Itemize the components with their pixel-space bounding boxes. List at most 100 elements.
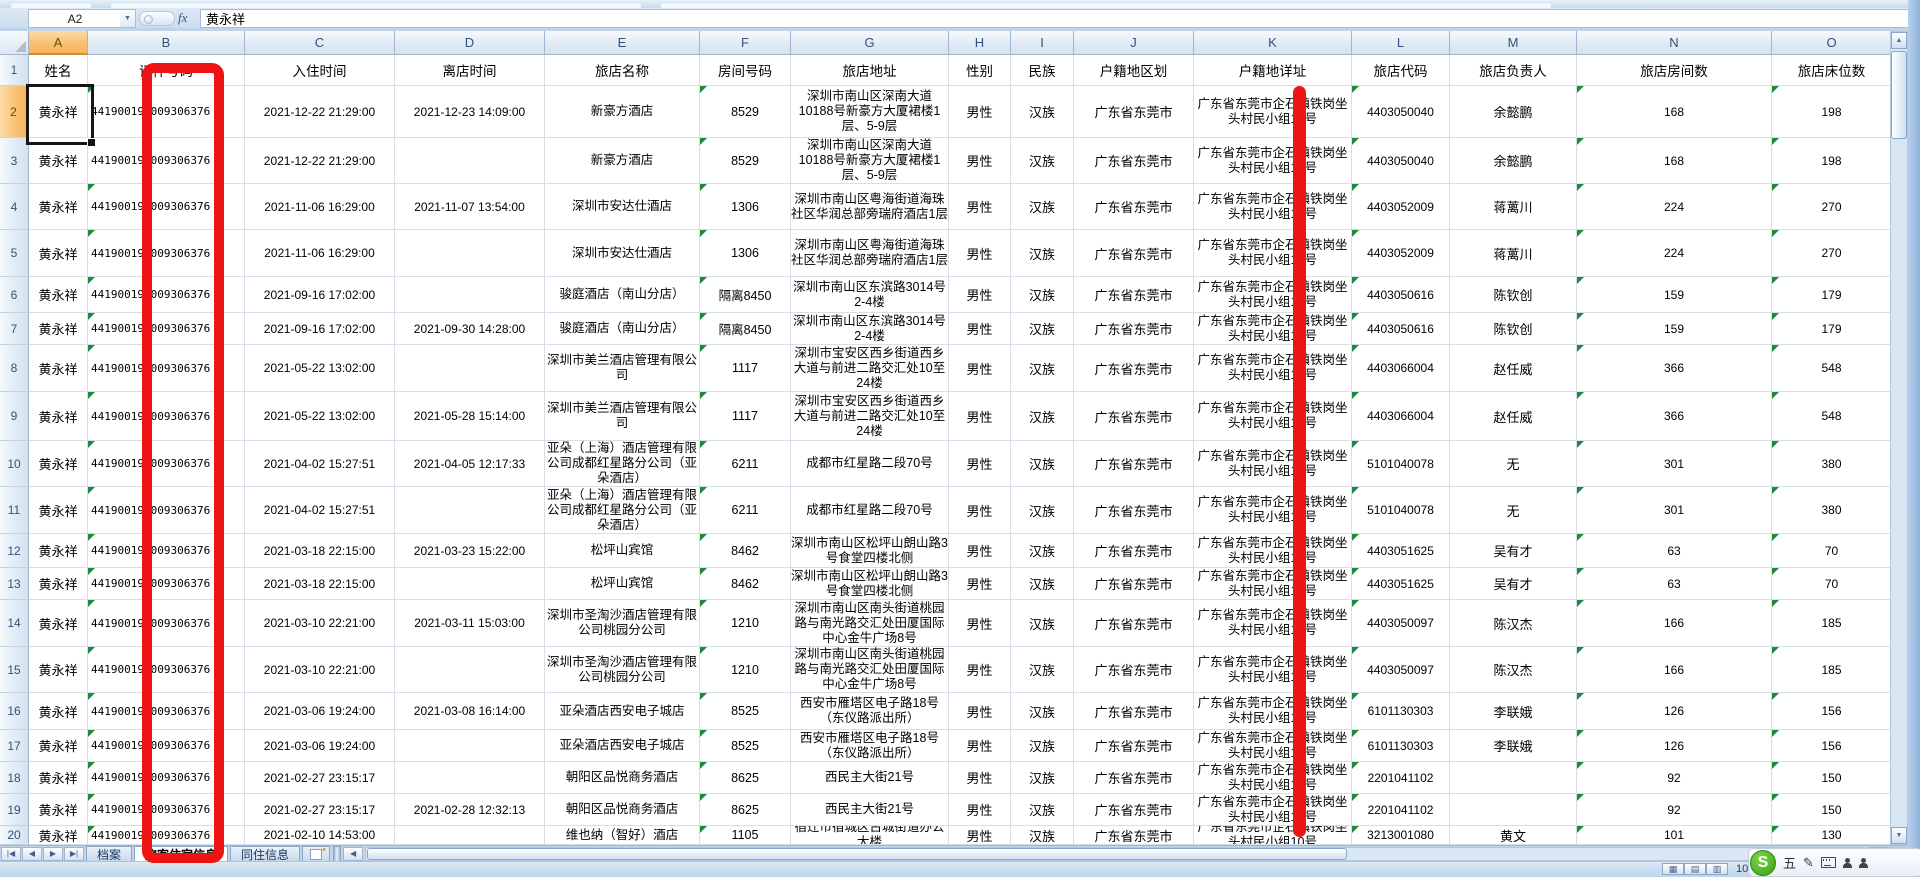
cell-M12[interactable]: 吴有才 [1450, 534, 1577, 568]
cell-D18[interactable] [395, 762, 545, 794]
cell-A15[interactable]: 黄永祥 [29, 647, 88, 693]
cell-O8[interactable]: 548 [1772, 345, 1892, 392]
cell-E20[interactable]: 维也纳（智好）酒店 [545, 826, 700, 845]
cell-D7[interactable]: 2021-09-30 14:28:00 [395, 313, 545, 345]
cell-F19[interactable]: 8625 [700, 794, 791, 826]
page-layout-view-icon[interactable]: ▤ [1684, 863, 1706, 875]
col-header-O[interactable]: O [1772, 31, 1892, 55]
cell-A3[interactable]: 黄永祥 [29, 138, 88, 184]
name-box-dropdown-icon[interactable]: ▼ [120, 9, 136, 28]
cell-N20[interactable]: 101 [1577, 826, 1772, 845]
cell-F12[interactable]: 8462 [700, 534, 791, 568]
scroll-down-icon[interactable]: ▼ [1891, 827, 1907, 844]
cell-C10[interactable]: 2021-04-02 15:27:51 [245, 441, 395, 487]
row-header-12[interactable]: 12 [0, 534, 29, 568]
cell-M7[interactable]: 陈钦创 [1450, 313, 1577, 345]
cell-F2[interactable]: 8529 [700, 86, 791, 138]
cell-L3[interactable]: 4403050040 [1352, 138, 1450, 184]
cell-H12[interactable]: 男性 [949, 534, 1011, 568]
col-header-L[interactable]: L [1352, 31, 1450, 55]
cell-M13[interactable]: 吴有才 [1450, 568, 1577, 600]
cell-J6[interactable]: 广东省东莞市 [1074, 277, 1194, 313]
cell-N8[interactable]: 366 [1577, 345, 1772, 392]
col-header-E[interactable]: E [545, 31, 700, 55]
cell-K16[interactable]: 广东省东莞市企石镇铁岗坐头村民小组10号 [1194, 693, 1352, 730]
cell-F17[interactable]: 8525 [700, 730, 791, 762]
cell-J17[interactable]: 广东省东莞市 [1074, 730, 1194, 762]
cell-H10[interactable]: 男性 [949, 441, 1011, 487]
cell-L19[interactable]: 2201041102 [1352, 794, 1450, 826]
cell-A11[interactable]: 黄永祥 [29, 487, 88, 534]
cell-E14[interactable]: 深圳市圣淘沙酒店管理有限公司桃园分公司 [545, 600, 700, 647]
col-header-G[interactable]: G [791, 31, 949, 55]
cell-D2[interactable]: 2021-12-23 14:09:00 [395, 86, 545, 138]
cell-N10[interactable]: 301 [1577, 441, 1772, 487]
row-header-10[interactable]: 10 [0, 441, 29, 487]
cell-A12[interactable]: 黄永祥 [29, 534, 88, 568]
cell-A19[interactable]: 黄永祥 [29, 794, 88, 826]
cell-E12[interactable]: 松坪山宾馆 [545, 534, 700, 568]
cell-L12[interactable]: 4403051625 [1352, 534, 1450, 568]
cell-D13[interactable] [395, 568, 545, 600]
cell-H3[interactable]: 男性 [949, 138, 1011, 184]
cell-I17[interactable]: 汉族 [1011, 730, 1074, 762]
cell-E5[interactable]: 深圳市安达仕酒店 [545, 230, 700, 277]
cell-O16[interactable]: 156 [1772, 693, 1892, 730]
cell-J3[interactable]: 广东省东莞市 [1074, 138, 1194, 184]
cell-F18[interactable]: 8625 [700, 762, 791, 794]
cell-F8[interactable]: 1117 [700, 345, 791, 392]
cell-A17[interactable]: 黄永祥 [29, 730, 88, 762]
cell-L11[interactable]: 5101040078 [1352, 487, 1450, 534]
cell-A1[interactable]: 姓名 [29, 55, 88, 86]
cell-C13[interactable]: 2021-03-18 22:15:00 [245, 568, 395, 600]
cell-O1[interactable]: 旅店床位数 [1772, 55, 1892, 86]
cell-A5[interactable]: 黄永祥 [29, 230, 88, 277]
row-header-15[interactable]: 15 [0, 647, 29, 693]
cell-G15[interactable]: 深圳市南山区南头街道桃园路与南光路交汇处田厦国际中心金牛广场8号 [791, 647, 949, 693]
cell-G16[interactable]: 西安市雁塔区电子路18号（东仪路派出所） [791, 693, 949, 730]
sheet-tab-1[interactable]: 档案 [86, 846, 133, 862]
cell-H15[interactable]: 男性 [949, 647, 1011, 693]
cell-H13[interactable]: 男性 [949, 568, 1011, 600]
cell-H1[interactable]: 性别 [949, 55, 1011, 86]
cell-L10[interactable]: 5101040078 [1352, 441, 1450, 487]
cell-K19[interactable]: 广东省东莞市企石镇铁岗坐头村民小组10号 [1194, 794, 1352, 826]
cell-E10[interactable]: 亚朵（上海）酒店管理有限公司成都红星路分公司（亚朵酒店） [545, 441, 700, 487]
tab-split-handle[interactable] [333, 846, 342, 862]
cell-C19[interactable]: 2021-02-27 23:15:17 [245, 794, 395, 826]
cell-A4[interactable]: 黄永祥 [29, 184, 88, 230]
cell-G8[interactable]: 深圳市宝安区西乡街道西乡大道与前进二路交汇处10至24楼 [791, 345, 949, 392]
select-all-corner[interactable] [0, 31, 29, 55]
cell-I12[interactable]: 汉族 [1011, 534, 1074, 568]
cell-F1[interactable]: 房间号码 [700, 55, 791, 86]
cell-I9[interactable]: 汉族 [1011, 392, 1074, 441]
cell-F11[interactable]: 6211 [700, 487, 791, 534]
insert-worksheet-tab[interactable]: ✶ [302, 846, 331, 862]
cell-J7[interactable]: 广东省东莞市 [1074, 313, 1194, 345]
cell-L16[interactable]: 6101130303 [1352, 693, 1450, 730]
cell-A9[interactable]: 黄永祥 [29, 392, 88, 441]
cell-D15[interactable] [395, 647, 545, 693]
cell-M11[interactable]: 无 [1450, 487, 1577, 534]
cell-C14[interactable]: 2021-03-10 22:21:00 [245, 600, 395, 647]
cell-J11[interactable]: 广东省东莞市 [1074, 487, 1194, 534]
cell-C16[interactable]: 2021-03-06 19:24:00 [245, 693, 395, 730]
row-header-20[interactable]: 20 [0, 826, 29, 845]
cell-L15[interactable]: 4403050097 [1352, 647, 1450, 693]
cell-L18[interactable]: 2201041102 [1352, 762, 1450, 794]
cell-D19[interactable]: 2021-02-28 12:32:13 [395, 794, 545, 826]
cell-C6[interactable]: 2021-09-16 17:02:00 [245, 277, 395, 313]
horizontal-scrollbar[interactable] [365, 847, 1865, 861]
cell-O7[interactable]: 179 [1772, 313, 1892, 345]
row-header-7[interactable]: 7 [0, 313, 29, 345]
cell-N14[interactable]: 166 [1577, 600, 1772, 647]
col-header-N[interactable]: N [1577, 31, 1772, 55]
cell-G10[interactable]: 成都市红星路二段70号 [791, 441, 949, 487]
cell-K20[interactable]: 广东省东莞市企石镇铁岗坐头村民小组10号 [1194, 826, 1352, 845]
cell-E11[interactable]: 亚朵（上海）酒店管理有限公司成都红星路分公司（亚朵酒店） [545, 487, 700, 534]
cell-G20[interactable]: 宿迁市宿城区古城街道办公大楼 [791, 826, 949, 845]
cell-C8[interactable]: 2021-05-22 13:02:00 [245, 345, 395, 392]
cell-G11[interactable]: 成都市红星路二段70号 [791, 487, 949, 534]
cell-K6[interactable]: 广东省东莞市企石镇铁岗坐头村民小组10号 [1194, 277, 1352, 313]
cell-L17[interactable]: 6101130303 [1352, 730, 1450, 762]
